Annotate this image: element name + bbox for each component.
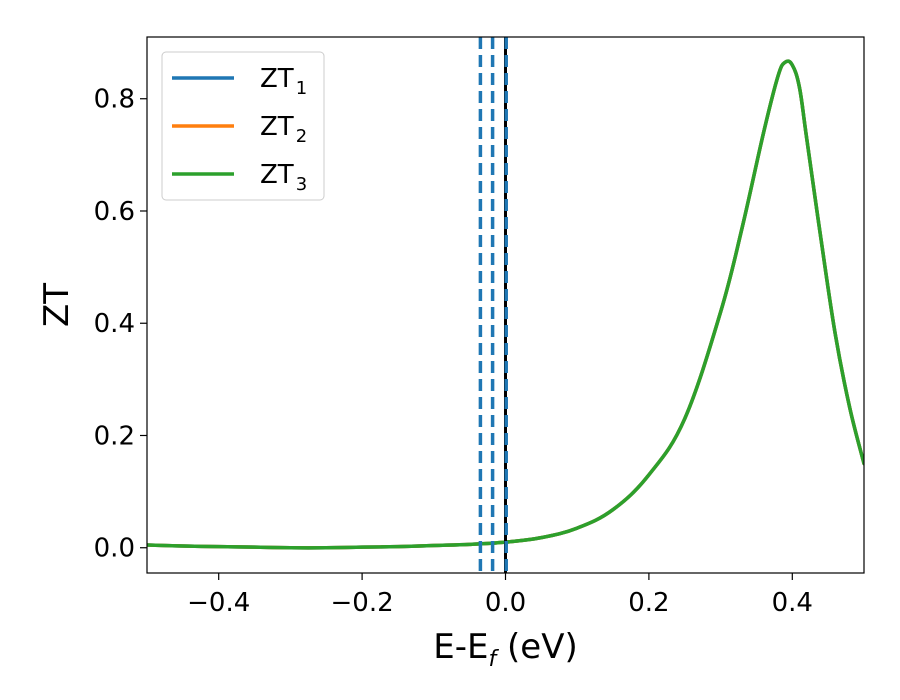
- y-tick-label: 0.6: [94, 197, 135, 227]
- y-tick-label: 0.0: [94, 534, 135, 564]
- series-line-3: [147, 59, 864, 550]
- y-tick-label: 0.4: [94, 309, 135, 339]
- y-axis-label: ZT: [37, 283, 77, 327]
- x-axis-label-unit: (eV): [496, 627, 578, 667]
- x-axis-label-main: E-E: [433, 627, 488, 667]
- legend: ZT 1 ZT 2 ZT 3: [161, 51, 325, 201]
- x-tick-label: 0.2: [628, 588, 669, 618]
- x-axis-label-subscript: f: [488, 647, 499, 672]
- legend-label-2: ZT 2: [260, 112, 307, 147]
- axis-ticks: −0.4 −0.2 0.0 0.2 0.4 0.0 0.2 0.4 0.6 0.8: [94, 85, 813, 618]
- x-tick-label: 0.4: [772, 588, 813, 618]
- x-tick-label: 0.0: [485, 588, 526, 618]
- legend-label-1: ZT 1: [260, 64, 307, 99]
- y-tick-label: 0.2: [94, 421, 135, 451]
- y-tick-label: 0.8: [94, 85, 135, 115]
- x-tick-label: −0.4: [187, 588, 250, 618]
- legend-box: [161, 51, 325, 201]
- x-axis-label: E-Ef (eV): [433, 627, 578, 672]
- x-tick-label: −0.2: [331, 588, 394, 618]
- legend-label-3: ZT 3: [260, 160, 307, 195]
- plot-area: [147, 37, 864, 573]
